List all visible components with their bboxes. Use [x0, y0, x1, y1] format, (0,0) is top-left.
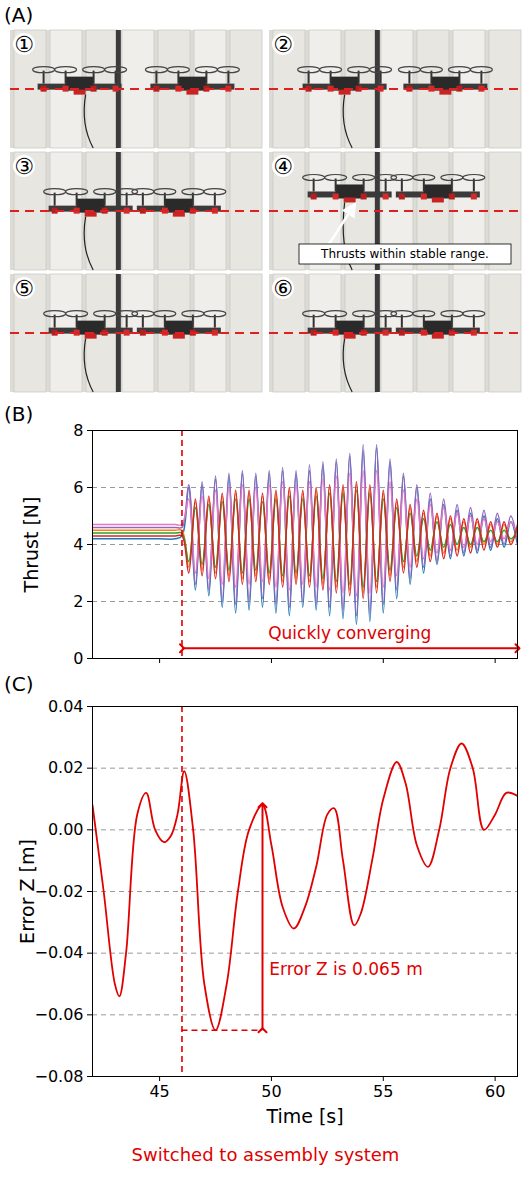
svg-text:⑥: ⑥: [273, 276, 293, 301]
svg-text:②: ②: [273, 32, 293, 57]
svg-text:0.04: 0.04: [48, 697, 84, 716]
svg-text:−0.02: −0.02: [34, 882, 83, 901]
svg-text:50: 50: [261, 1082, 281, 1101]
svg-text:−0.08: −0.08: [34, 1067, 83, 1086]
svg-text:55: 55: [373, 1082, 393, 1101]
svg-text:8: 8: [73, 421, 83, 440]
svg-text:⑤: ⑤: [14, 276, 34, 301]
svg-text:Thrust [N]: Thrust [N]: [20, 497, 42, 594]
svg-text:①: ①: [14, 32, 34, 57]
svg-text:(A): (A): [4, 3, 33, 27]
html-text:(C): (C): [4, 672, 34, 696]
html-text:Switched to assembly system: Switched to assembly system: [131, 1144, 400, 1165]
svg-text:0.00: 0.00: [48, 820, 84, 839]
svg-text:−0.06: −0.06: [34, 1005, 83, 1024]
svg-text:−0.04: −0.04: [34, 943, 83, 962]
svg-text:2: 2: [73, 592, 83, 611]
svg-text:60: 60: [485, 1082, 505, 1101]
svg-text:6: 6: [73, 478, 83, 497]
svg-text:④: ④: [273, 154, 293, 179]
svg-text:Quickly converging: Quickly converging: [268, 623, 431, 643]
svg-text:③: ③: [14, 154, 34, 179]
svg-text:Error Z [m]: Error Z [m]: [16, 839, 38, 944]
svg-text:0.02: 0.02: [48, 758, 84, 777]
svg-text:Time [s]: Time [s]: [265, 1105, 343, 1127]
svg-text:45: 45: [149, 1082, 169, 1101]
svg-text:Error Z is 0.065 m: Error Z is 0.065 m: [269, 959, 423, 979]
svg-text:4: 4: [73, 535, 83, 554]
svg-text:Thrusts within stable range.: Thrusts within stable range.: [320, 247, 489, 261]
html-text:(B): (B): [4, 402, 34, 426]
svg-text:0: 0: [73, 649, 83, 668]
